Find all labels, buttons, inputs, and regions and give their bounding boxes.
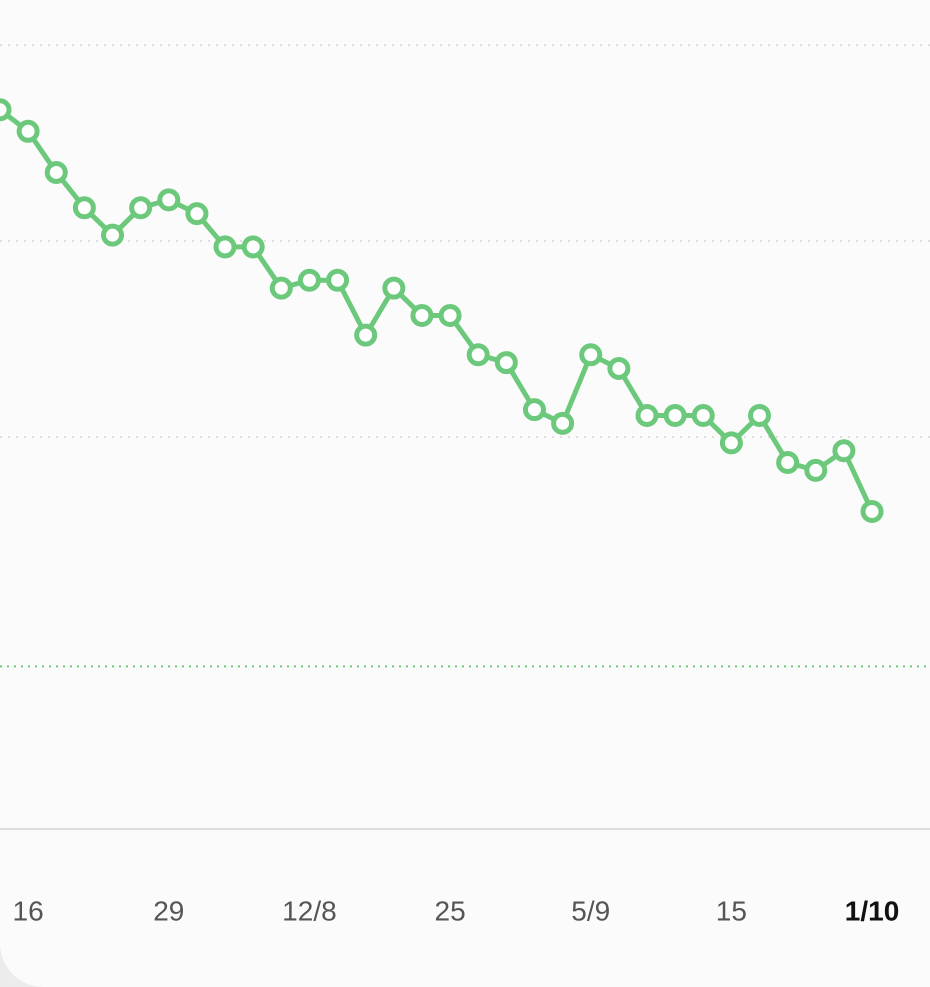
point [44, 160, 68, 184]
point [101, 223, 125, 247]
point [663, 403, 687, 427]
point [297, 268, 321, 292]
point [832, 439, 856, 463]
x-tick-label: 5/9 [571, 895, 610, 926]
x-tick-label: 1/10 [845, 895, 900, 926]
point [72, 196, 96, 220]
point [607, 356, 631, 380]
point [354, 323, 378, 347]
x-tick-label: 12/8 [282, 895, 337, 926]
point [157, 188, 181, 212]
x-tick-label: 25 [435, 895, 466, 926]
point [466, 343, 490, 367]
point [269, 276, 293, 300]
point [213, 235, 237, 259]
point [326, 268, 350, 292]
point [494, 351, 518, 375]
point [438, 304, 462, 328]
point [382, 276, 406, 300]
point [691, 403, 715, 427]
point [776, 451, 800, 475]
point [0, 98, 12, 122]
point [16, 119, 40, 143]
point [185, 202, 209, 226]
point [579, 343, 603, 367]
x-tick-label: 15 [716, 895, 747, 926]
point [860, 500, 884, 524]
line [0, 107, 875, 513]
point [804, 458, 828, 482]
x-tick-label: 16 [13, 895, 44, 926]
point [551, 411, 575, 435]
point [129, 196, 153, 220]
x-tick-label: 29 [153, 895, 184, 926]
point [522, 398, 546, 422]
point [719, 431, 743, 455]
point [635, 403, 659, 427]
point [748, 403, 772, 427]
point [410, 304, 434, 328]
point [241, 235, 265, 259]
